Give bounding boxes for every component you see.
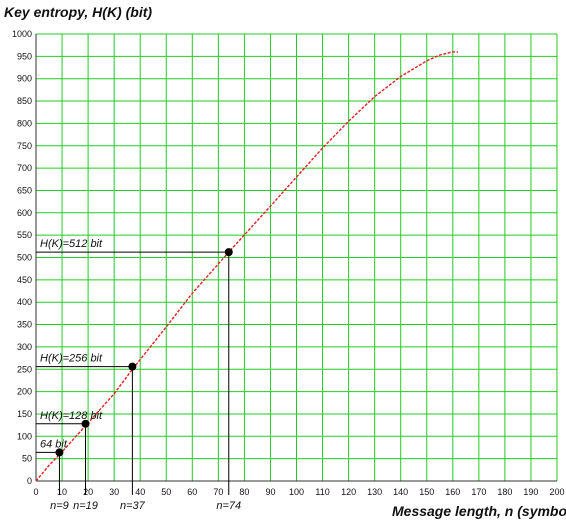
y-tick-label: 900 xyxy=(17,74,32,84)
x-tick-label: 90 xyxy=(265,487,275,497)
x-tick-label: 60 xyxy=(187,487,197,497)
x-tick-label: 40 xyxy=(135,487,145,497)
y-tick-label: 350 xyxy=(17,320,32,330)
x-axis-title: Message length, n (symbols) xyxy=(392,503,566,519)
x-tick-label: 110 xyxy=(315,487,329,497)
annotation-label: H(K)=512 bit xyxy=(40,238,103,250)
annotation-marker xyxy=(128,362,137,371)
x-tick-label: 140 xyxy=(393,487,408,497)
x-tick-label: 50 xyxy=(161,487,171,497)
y-tick-label: 0 xyxy=(27,476,32,486)
x-tick-label: 10 xyxy=(57,487,67,497)
x-tick-label: 200 xyxy=(549,487,564,497)
y-tick-label: 700 xyxy=(17,163,32,173)
y-tick-label: 600 xyxy=(17,208,32,218)
annotation-n-label: n=37 xyxy=(120,500,146,512)
x-tick-label: 30 xyxy=(109,487,119,497)
y-axis-title: Key entropy, H(K) (bit) xyxy=(4,4,153,20)
y-tick-label: 1000 xyxy=(12,29,32,39)
y-tick-label: 300 xyxy=(17,342,32,352)
x-tick-label: 190 xyxy=(523,487,538,497)
annotation-marker xyxy=(81,419,90,428)
y-tick-label: 400 xyxy=(17,297,32,307)
y-tick-label: 250 xyxy=(17,364,32,374)
y-tick-label: 650 xyxy=(17,185,32,195)
y-tick-label: 800 xyxy=(17,118,32,128)
y-tick-label: 850 xyxy=(17,96,32,106)
annotation-n-label: n=9 xyxy=(50,500,69,512)
x-tick-label: 150 xyxy=(419,487,434,497)
x-tick-label: 170 xyxy=(471,487,486,497)
x-tick-label: 130 xyxy=(367,487,382,497)
y-tick-label: 950 xyxy=(17,51,32,61)
x-tick-label: 160 xyxy=(445,487,460,497)
annotation-marker xyxy=(55,448,64,457)
x-tick-label: 180 xyxy=(497,487,512,497)
y-tick-label: 750 xyxy=(17,141,32,151)
annotation-n-label: n=19 xyxy=(73,500,98,512)
y-tick-label: 100 xyxy=(17,431,32,441)
x-tick-label: 20 xyxy=(83,487,93,497)
x-tick-label: 0 xyxy=(33,487,38,497)
y-tick-label: 150 xyxy=(17,409,32,419)
x-tick-label: 80 xyxy=(239,487,249,497)
y-tick-label: 550 xyxy=(17,230,32,240)
y-tick-label: 50 xyxy=(22,454,32,464)
y-tick-label: 450 xyxy=(17,275,32,285)
annotation-label: H(K)=128 bit xyxy=(40,410,103,422)
annotation-marker xyxy=(224,248,233,257)
annotation-n-label: n=74 xyxy=(216,500,241,512)
annotation-label: 64 bit xyxy=(40,438,68,450)
x-tick-label: 120 xyxy=(341,487,356,497)
x-tick-label: 100 xyxy=(289,487,304,497)
y-tick-label: 200 xyxy=(17,387,32,397)
annotation-label: H(K)=256 bit xyxy=(40,353,103,365)
y-tick-label: 500 xyxy=(17,253,32,263)
x-tick-label: 70 xyxy=(213,487,223,497)
